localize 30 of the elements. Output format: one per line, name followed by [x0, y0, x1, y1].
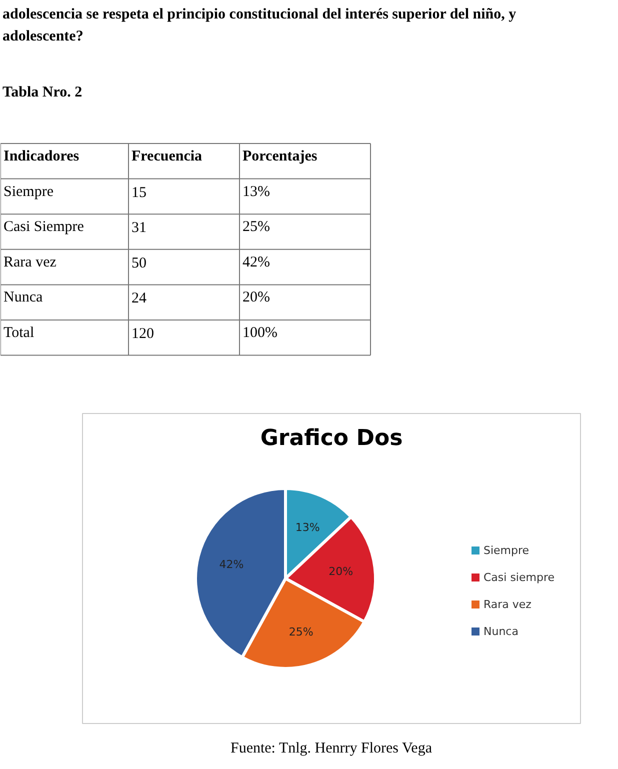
text: 100% [242, 325, 278, 341]
text: 31 [132, 220, 146, 236]
data-label: 25% [288, 626, 314, 639]
legend-label: Siempre [484, 544, 530, 557]
text: Total [4, 325, 34, 341]
text: 120 [132, 326, 154, 342]
text: 20% [242, 290, 270, 306]
text: 15 [132, 184, 146, 201]
legend-label: Nunca [484, 625, 518, 638]
text: Nunca [4, 290, 43, 306]
text: Indicadores [4, 148, 80, 164]
text: Casi Siempre [4, 219, 84, 236]
source-note: Fuente: Tnlg. Henrry Flores Vega [230, 740, 432, 756]
legend-label: Rara vez [484, 598, 532, 611]
data-label: 20% [328, 565, 354, 578]
data-label: 42% [219, 558, 244, 572]
text: adolescencia se respeta el principio constitucional del interés superior del niño, y adolescente? [2, 6, 517, 44]
chart-title: Grafico Dos [260, 426, 403, 451]
legend-label: Casi siempre [484, 571, 555, 584]
text: 42% [242, 254, 270, 270]
text: 13% [242, 184, 270, 200]
text: Porcentajes [242, 148, 318, 164]
text: Rara vez [4, 254, 57, 270]
data-label: 13% [295, 520, 320, 534]
text: 24 [132, 290, 147, 307]
text: Siempre [4, 184, 54, 200]
text: Tabla Nro. 2 [2, 84, 82, 100]
text: 25% [242, 219, 270, 236]
text: Frecuencia [132, 148, 203, 164]
text: 50 [132, 255, 146, 272]
